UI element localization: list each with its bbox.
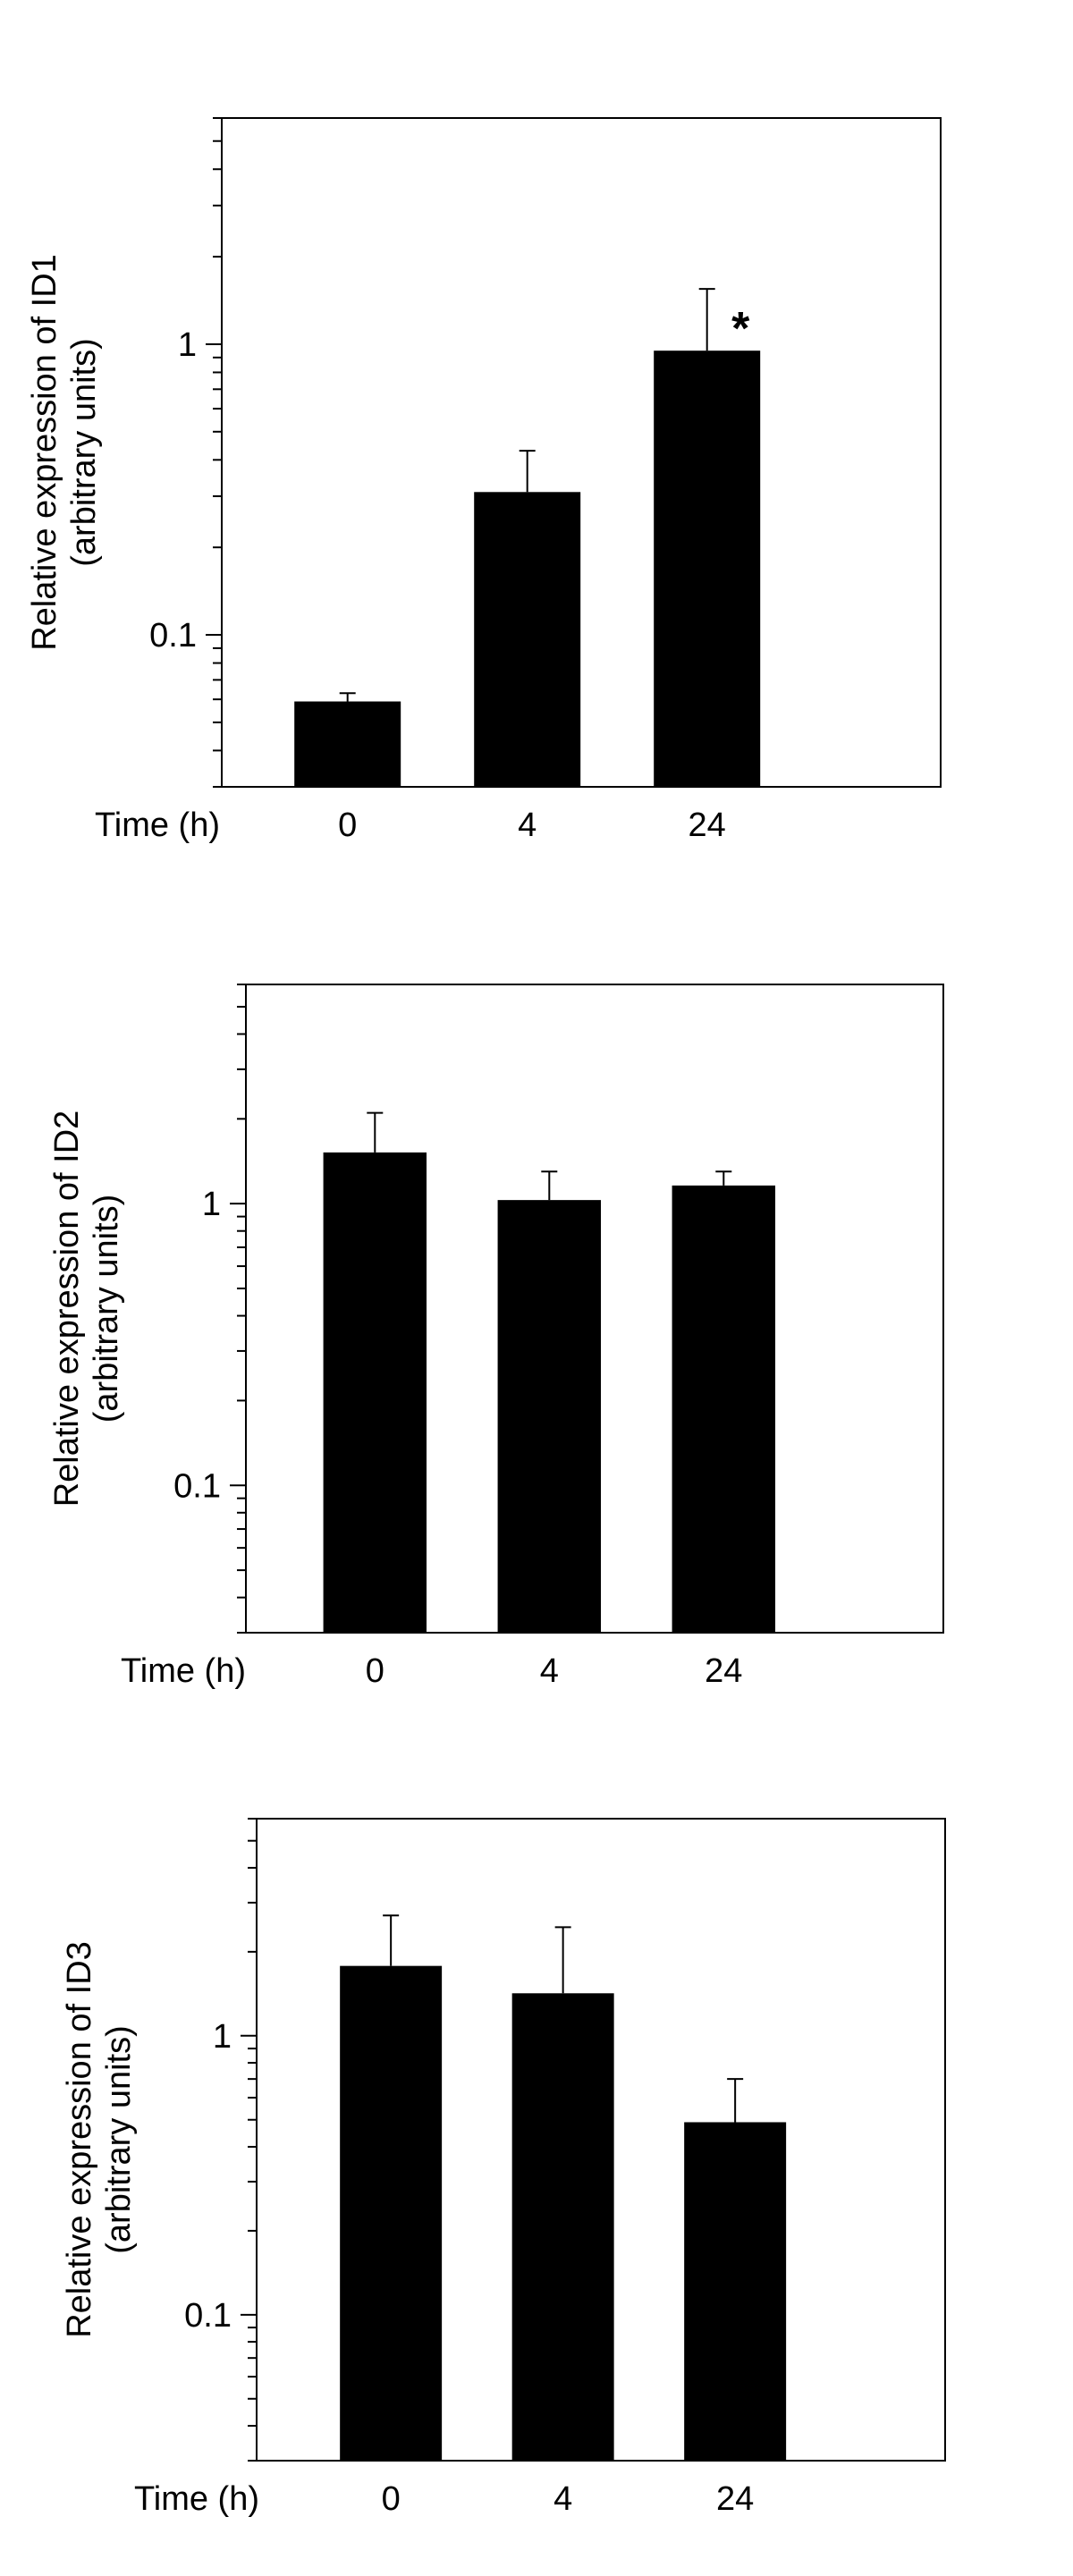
x-tick-label: 24 (705, 1652, 742, 1690)
x-tick-label: 24 (689, 807, 726, 844)
y-axis-label-line: (arbitrary units) (100, 2025, 138, 2254)
bar-24h (684, 2122, 787, 2461)
chart-panel-1: 0.1 1 Relative expression of ID1(arbitrary… (26, 117, 942, 844)
x-axis-label: Time (h) (134, 2480, 259, 2518)
significance-asterisk: * (731, 303, 750, 355)
plot-frame (221, 117, 942, 788)
y-tick-label: 1 (213, 2018, 232, 2056)
x-tick-label: 4 (518, 807, 536, 844)
y-axis-label: Relative expression of ID1(arbitrary uni… (26, 254, 103, 651)
x-axis-label: Time (h) (95, 807, 220, 844)
y-axis-label-line: Relative expression of ID2 (48, 1111, 86, 1508)
y-tick-label: 1 (202, 1186, 221, 1223)
x-tick-label: 0 (366, 1652, 384, 1690)
bar-24h (654, 351, 761, 787)
bar-0h (323, 1152, 427, 1633)
bar-4h (474, 492, 581, 787)
x-tick-label: 0 (382, 2480, 401, 2518)
y-axis-label-line: Relative expression of ID3 (61, 1941, 98, 2338)
bar-0h (294, 701, 401, 787)
bar-4h (497, 1200, 602, 1633)
chart-panel-3: 0.1 1 Relative expression of ID3(arbitrary… (61, 1818, 946, 2518)
y-axis-label: Relative expression of ID3(arbitrary uni… (61, 1941, 138, 2338)
y-tick-label: 0.1 (149, 617, 197, 655)
bar-4h (511, 1993, 614, 2461)
y-axis-label-line: (arbitrary units) (65, 338, 103, 567)
y-axis-label-line: (arbitrary units) (88, 1195, 125, 1423)
x-axis-label: Time (h) (121, 1652, 246, 1690)
bar-24h (672, 1185, 776, 1633)
y-axis-label-line: Relative expression of ID1 (26, 254, 63, 651)
y-tick-label: 0.1 (173, 1467, 221, 1505)
y-axis-label: Relative expression of ID2(arbitrary uni… (48, 1111, 125, 1508)
bar-0h (340, 1965, 443, 2461)
x-tick-label: 4 (540, 1652, 559, 1690)
y-tick-label: 1 (178, 326, 197, 364)
x-tick-label: 4 (553, 2480, 572, 2518)
y-tick-label: 0.1 (184, 2297, 232, 2335)
x-tick-label: 24 (716, 2480, 754, 2518)
x-tick-label: 0 (338, 807, 357, 844)
chart-panel-2: 0.1 1 Relative expression of ID2(arbitrary… (48, 984, 944, 1690)
